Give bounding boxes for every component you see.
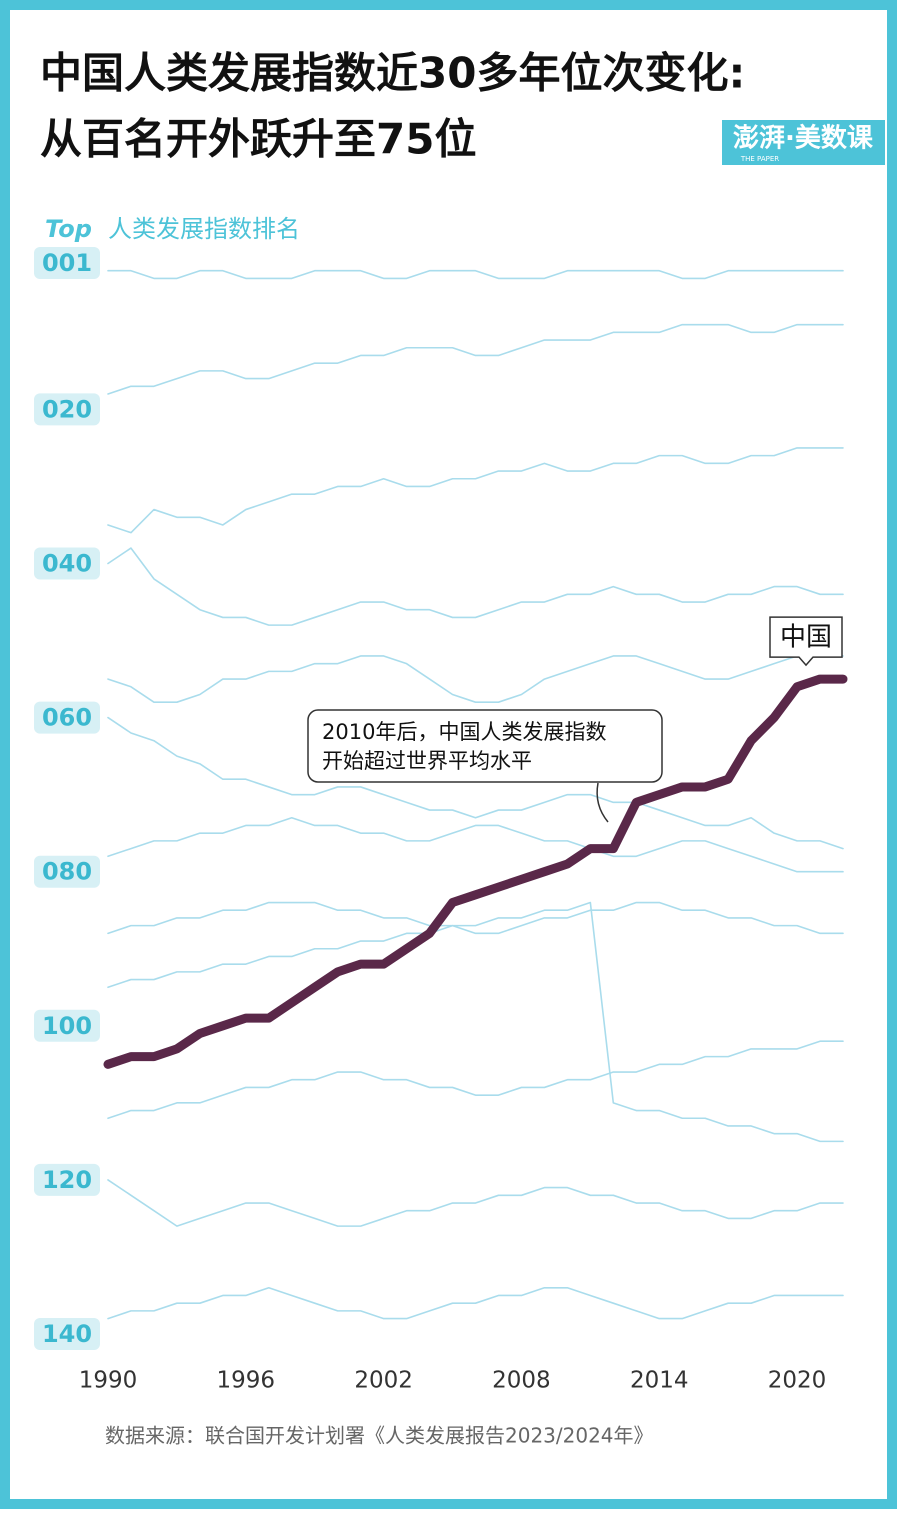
plot: 001 020 040 060 080 100 120 140 1990 1996 2002 2008… bbox=[34, 247, 848, 1394]
y-tick-label: 040 bbox=[42, 549, 92, 577]
logo: 澎湃·美数课 bbox=[733, 123, 874, 154]
y-tick-box bbox=[34, 1009, 100, 1042]
title: 中国人类发展指数近30多年位次变化: bbox=[40, 49, 745, 98]
logo-box bbox=[722, 120, 885, 165]
annotation: 开始超过世界平均水平 bbox=[322, 749, 532, 773]
series-line bbox=[107, 547, 844, 626]
y-tick-box bbox=[34, 855, 100, 888]
x-tick-label: 2020 bbox=[768, 1368, 827, 1394]
y-axis-label: 人类发展指数排名 bbox=[108, 215, 300, 243]
y-tick-box bbox=[34, 1318, 100, 1350]
series-line bbox=[107, 716, 844, 850]
highlight-line bbox=[103, 674, 848, 1069]
y-tick-box bbox=[34, 701, 100, 734]
y-tick-label: 100 bbox=[42, 1012, 92, 1040]
title: 从百名开外跃升至75位 bbox=[40, 115, 476, 164]
x-tick-label: 2002 bbox=[354, 1368, 413, 1394]
annotation: 2010年后，中国人类发展指数 bbox=[322, 720, 606, 744]
x-tick-label: 1996 bbox=[217, 1368, 276, 1394]
series-line bbox=[107, 447, 844, 534]
y-tick-box bbox=[34, 547, 100, 580]
y-tick-label: 080 bbox=[42, 858, 92, 886]
series-line bbox=[107, 1040, 844, 1120]
series-line bbox=[107, 816, 844, 873]
series-line bbox=[107, 901, 844, 935]
y-tick-label: 060 bbox=[42, 704, 92, 732]
annotation-tail bbox=[596, 782, 609, 823]
logo-sub: THE PAPER bbox=[740, 155, 779, 163]
x-tick-label: 2014 bbox=[630, 1368, 689, 1394]
series-line bbox=[107, 1286, 844, 1320]
y-tick-box bbox=[34, 247, 100, 279]
y-tick-box bbox=[34, 1163, 100, 1196]
y-axis-top: Top bbox=[45, 215, 92, 243]
series-line bbox=[107, 269, 844, 280]
label-box bbox=[769, 616, 843, 667]
y-tick-label: 140 bbox=[42, 1320, 92, 1348]
x-tick-label: 2008 bbox=[492, 1368, 551, 1394]
series-line bbox=[107, 901, 844, 1143]
x-tick-label: 1990 bbox=[79, 1368, 138, 1394]
series-label: 中国 bbox=[780, 623, 832, 653]
series-line bbox=[107, 1179, 844, 1227]
source: 数据来源：联合国开发计划署《人类发展报告2023/2024年》 bbox=[105, 1424, 654, 1448]
y-tick-label: 020 bbox=[42, 395, 92, 423]
series-line bbox=[107, 655, 844, 703]
y-tick-box bbox=[34, 393, 100, 426]
y-tick-label: 120 bbox=[42, 1166, 92, 1194]
y-tick-label: 001 bbox=[42, 249, 92, 277]
series-line bbox=[107, 323, 844, 395]
annotation-box bbox=[307, 709, 663, 783]
